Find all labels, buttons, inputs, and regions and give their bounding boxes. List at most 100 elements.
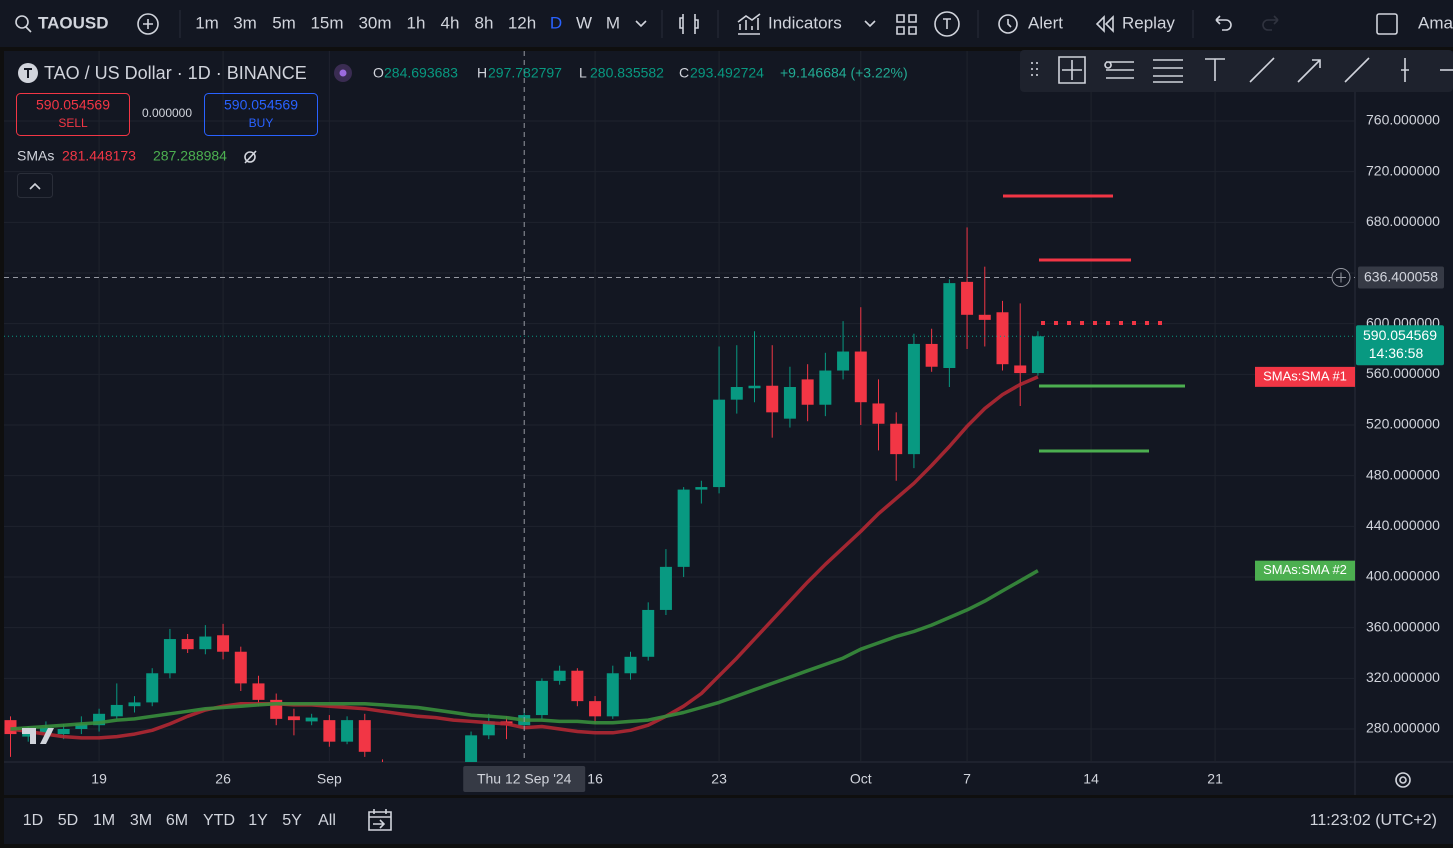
tool-trend[interactable] [1249,57,1275,83]
replay-icon[interactable] [1095,15,1114,33]
alert-icon-hands [1007,19,1012,28]
tool-ray[interactable] [1344,57,1370,83]
x-tick-label: 23 [711,771,727,787]
indicators-icon[interactable] [737,13,761,35]
interval-button[interactable]: 3m [233,13,257,32]
legend: TAO / US Dollar · 1D · BINANCE O 284.6936… [16,63,908,198]
settings-icon[interactable] [1395,772,1411,788]
top-toolbar: TAOUSD 1m 3m 5m 15m 30m 1h 4h 8h 12h D W M Indicato… [15,10,1453,38]
add-symbol-plus [143,19,153,29]
ohlc-value: 297.782797 [488,65,562,81]
redo-icon[interactable] [1262,15,1279,31]
candle-body [677,489,690,567]
candle-body [1014,365,1027,374]
ohlc-key: O [373,65,384,81]
sell-button[interactable] [16,93,130,136]
buy-label: BUY [249,116,274,130]
add-symbol[interactable] [137,13,159,35]
range-button[interactable]: All [318,812,336,829]
user-label[interactable]: Ama [1418,13,1453,32]
collapse-button[interactable] [17,173,53,198]
templates-icon[interactable] [934,11,960,37]
interval-button[interactable]: 8h [475,13,494,32]
hide-icon-slash [244,150,257,164]
candle-body [766,385,779,413]
interval-button[interactable]: D [550,13,562,32]
candle-body [571,670,584,702]
tool-vline[interactable] [1401,58,1409,82]
interval-dropdown[interactable] [635,20,647,28]
interval-button[interactable]: 12h [508,13,536,32]
tool-cross[interactable] [1058,56,1086,84]
candle-body [996,312,1009,365]
y-tick-label: 440.000000 [1366,517,1440,533]
range-button[interactable]: 5D [58,812,78,829]
drag-handle[interactable] [1031,62,1038,76]
candle-body [854,351,867,403]
sma-label: SMAs:SMA #1 [1263,368,1347,383]
candle-body [748,385,761,389]
x-tick-label: 7 [963,771,971,787]
tool-text[interactable] [1205,58,1225,81]
range-button[interactable]: 6M [166,812,188,829]
interval-button[interactable]: 30m [358,13,391,32]
range-button[interactable]: YTD [203,812,235,829]
symbol[interactable]: TAOUSD [38,13,109,32]
candle-body [978,314,991,320]
y-tick-label: 320.000000 [1366,669,1440,685]
plot [4,51,1355,762]
range-button[interactable]: 1Y [248,812,268,829]
range-button[interactable]: 1D [23,812,43,829]
alert-icon[interactable] [998,14,1018,34]
indicator-value: 287.288984 [153,148,227,164]
indicators-dropdown[interactable] [864,20,876,28]
candle-body [659,566,672,610]
indicator-name: SMAs [17,148,54,164]
x-tick-label: 14 [1083,771,1099,787]
tool-arrow[interactable] [1297,59,1321,83]
candle-body [217,635,230,652]
candle-body [589,701,602,717]
indicators-button[interactable]: Indicators [768,13,842,32]
interval-button[interactable]: 15m [310,13,343,32]
alert-button[interactable]: Alert [1028,13,1063,32]
chart-type-icon[interactable] [679,14,699,34]
sma-label: SMAs:SMA #2 [1263,562,1347,577]
hide-icon[interactable] [244,151,256,163]
candle-body [358,720,371,752]
y-tick-label: 520.000000 [1366,416,1440,432]
replay-button[interactable]: Replay [1122,13,1175,32]
ohlc-key: H [477,65,487,81]
fullscreen-icon[interactable] [1376,13,1398,35]
candle-body [93,713,106,726]
tool-lines[interactable] [1153,59,1183,83]
symbol-logo-mark [24,68,32,78]
candle-body [837,351,850,371]
goto-date-icon[interactable] [368,809,392,831]
range-button[interactable]: 3M [130,812,152,829]
search-icon[interactable] [15,15,29,29]
interval-button[interactable]: 1m [195,13,219,32]
interval-button[interactable]: W [576,13,592,32]
symbol-title: TAO / US Dollar · 1D · BINANCE [44,63,307,83]
ohlc-key: C [679,65,689,81]
candle-body [465,735,478,762]
crosshair-date-label: Thu 12 Sep '24 [477,771,572,787]
clock[interactable]: 11:23:02 (UTC+2) [1310,812,1437,829]
candle-body [730,387,743,400]
range-button[interactable]: 5Y [282,812,302,829]
undo-icon[interactable] [1215,15,1232,31]
interval-button[interactable]: 4h [441,13,460,32]
interval-button[interactable]: 1h [407,13,426,32]
sma-label-bg [1255,366,1355,387]
range-button[interactable]: 1M [93,812,115,829]
interval-button[interactable]: 5m [272,13,296,32]
interval-button[interactable]: M [606,13,620,32]
indicator-value: 281.448173 [62,148,136,164]
candle-body [323,720,336,742]
sell-price: 590.054569 [36,97,110,113]
tool-fib[interactable] [1104,61,1134,79]
buy-button[interactable] [204,93,318,136]
layout-icon[interactable] [896,14,917,35]
candle-body [907,343,920,455]
